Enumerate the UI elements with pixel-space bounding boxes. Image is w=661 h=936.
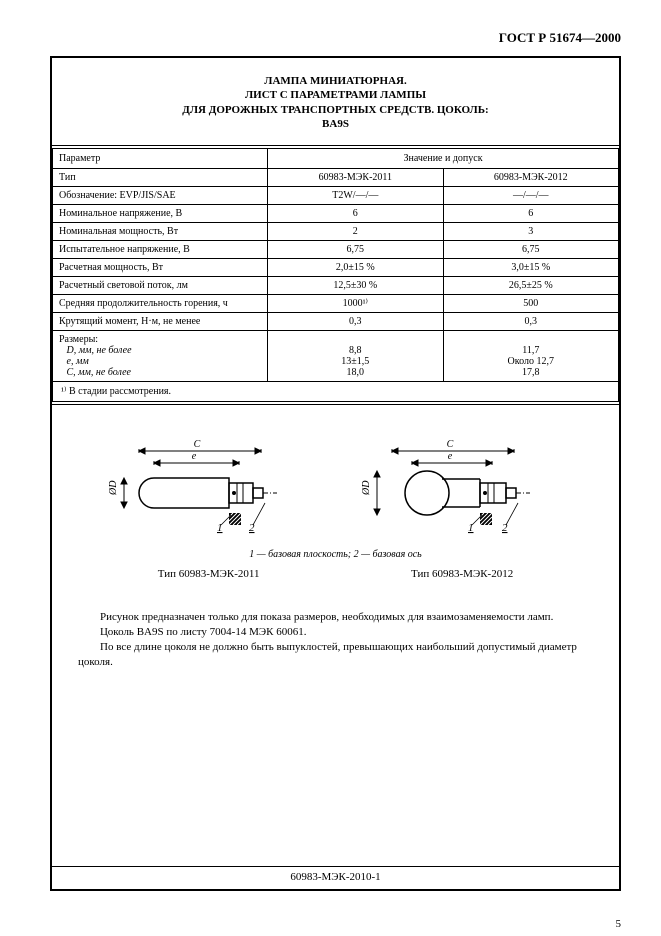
- table-row: Номинальная мощность, Вт 2 3: [53, 223, 619, 241]
- cell-v1: 2,0±15 %: [268, 259, 443, 277]
- dim-label-C: C: [193, 439, 200, 450]
- cell-dims-v1: 8,8 13±1,5 18,0: [268, 331, 443, 382]
- th-param: Параметр: [53, 147, 268, 169]
- cell-v1: 0,3: [268, 313, 443, 331]
- dims-v1-e: 13±1,5: [341, 356, 369, 367]
- dim-label-e: e: [192, 451, 197, 462]
- dim-label-D2: ØD: [362, 480, 372, 496]
- dims-v2-D: 11,7: [522, 345, 539, 356]
- lamp-diagram-2: C e: [362, 433, 562, 543]
- table-row: Испытательное напряжение, В 6,75 6,75: [53, 241, 619, 259]
- cell-v1: 60983-МЭК-2011: [268, 169, 443, 187]
- cell-param: Средняя продолжительность горения, ч: [53, 295, 268, 313]
- cell-v2: 6: [443, 205, 618, 223]
- diagram-caption: 1 — базовая плоскость; 2 — базовая ось: [52, 549, 619, 560]
- cell-param: Крутящий момент, Н·м, не менее: [53, 313, 268, 331]
- cell-v2: 0,3: [443, 313, 618, 331]
- cell-param: Тип: [53, 169, 268, 187]
- body-p3: По все длине цоколя не должно быть выпук…: [78, 640, 593, 670]
- cell-v1: 6: [268, 205, 443, 223]
- title-block: ЛАМПА МИНИАТЮРНАЯ. ЛИСТ С ПАРАМЕТРАМИ ЛА…: [52, 58, 619, 145]
- lamp-diagram-1: C e ØD: [109, 433, 309, 543]
- dims-v2-C: 17,8: [522, 367, 540, 378]
- table-row: Номинальное напряжение, В 6 6: [53, 205, 619, 223]
- table-row: Средняя продолжительность горения, ч 100…: [53, 295, 619, 313]
- cell-v1: 2: [268, 223, 443, 241]
- table-row: Крутящий момент, Н·м, не менее 0,3 0,3: [53, 313, 619, 331]
- cell-v2: 3,0±15 %: [443, 259, 618, 277]
- standard-header: ГОСТ Р 51674—2000: [50, 30, 621, 46]
- type-labels: Тип 60983-МЭК-2011 Тип 60983-МЭК-2012: [52, 568, 619, 580]
- title-line1: ЛАМПА МИНИАТЮРНАЯ.: [72, 74, 599, 88]
- title-line4: BA9S: [72, 117, 599, 131]
- cell-v2: 500: [443, 295, 618, 313]
- diagrams-row: C e ØD: [52, 433, 619, 543]
- dims-v1-C: 18,0: [347, 367, 365, 378]
- table-row: Расчетный световой поток, лм 12,5±30 % 2…: [53, 277, 619, 295]
- body-text: Рисунок предназначен только для показа р…: [52, 610, 619, 669]
- table-row: Тип 60983-МЭК-2011 60983-МЭК-2012: [53, 169, 619, 187]
- parameters-table: Параметр Значение и допуск Тип 60983-МЭК…: [52, 145, 619, 405]
- cell-v1: 12,5±30 %: [268, 277, 443, 295]
- dim-label-C2: C: [447, 439, 454, 450]
- dims-v1-D: 8,8: [349, 345, 362, 356]
- cell-v2: 60983-МЭК-2012: [443, 169, 618, 187]
- cell-param: Номинальное напряжение, В: [53, 205, 268, 223]
- dims-label: Размеры:: [59, 334, 98, 345]
- cell-dims-v2: 11,7 Около 12,7 17,8: [443, 331, 618, 382]
- table-footnote-row: ¹⁾ В стадии рассмотрения.: [53, 382, 619, 404]
- dim-D: D, мм, не более: [67, 345, 132, 356]
- cell-v2: 3: [443, 223, 618, 241]
- cell-v2: 26,5±25 %: [443, 277, 618, 295]
- cell-v1: T2W/—/—: [268, 187, 443, 205]
- table-footnote: ¹⁾ В стадии рассмотрения.: [53, 382, 619, 404]
- cell-dims-label: Размеры: D, мм, не более e, мм C, мм, не…: [53, 331, 268, 382]
- cell-v1: 6,75: [268, 241, 443, 259]
- body-p2: Цоколь BA9S по листу 7004-14 МЭК 60061.: [78, 625, 593, 640]
- table-row: Расчетная мощность, Вт 2,0±15 % 3,0±15 %: [53, 259, 619, 277]
- type-label-2: Тип 60983-МЭК-2012: [411, 568, 513, 580]
- cell-v2: 6,75: [443, 241, 618, 259]
- title-line3: ДЛЯ ДОРОЖНЫХ ТРАНСПОРТНЫХ СРЕДСТВ. ЦОКОЛ…: [72, 103, 599, 117]
- type-label-1: Тип 60983-МЭК-2011: [158, 568, 260, 580]
- dim-C: C, мм, не более: [67, 367, 131, 378]
- cell-param: Обозначение: EVP/JIS/SAE: [53, 187, 268, 205]
- page-number: 5: [616, 918, 622, 930]
- body-p1: Рисунок предназначен только для показа р…: [78, 610, 593, 625]
- cell-param: Испытательное напряжение, В: [53, 241, 268, 259]
- cell-v2: —/—/—: [443, 187, 618, 205]
- table-row-dims: Размеры: D, мм, не более e, мм C, мм, не…: [53, 331, 619, 382]
- dims-v2-e: Около 12,7: [508, 356, 554, 367]
- cell-param: Расчетный световой поток, лм: [53, 277, 268, 295]
- th-value: Значение и допуск: [268, 147, 619, 169]
- table-row: Обозначение: EVP/JIS/SAE T2W/—/— —/—/—: [53, 187, 619, 205]
- cell-param: Номинальная мощность, Вт: [53, 223, 268, 241]
- title-line2: ЛИСТ С ПАРАМЕТРАМИ ЛАМПЫ: [72, 88, 599, 102]
- document-frame: ЛАМПА МИНИАТЮРНАЯ. ЛИСТ С ПАРАМЕТРАМИ ЛА…: [50, 56, 621, 891]
- dim-label-e2: e: [448, 451, 453, 462]
- cell-param: Расчетная мощность, Вт: [53, 259, 268, 277]
- bottom-code: 60983-МЭК-2010-1: [52, 866, 619, 883]
- cell-v1: 1000¹⁾: [268, 295, 443, 313]
- dim-e: e, мм: [67, 356, 89, 367]
- dim-label-D: ØD: [109, 480, 119, 496]
